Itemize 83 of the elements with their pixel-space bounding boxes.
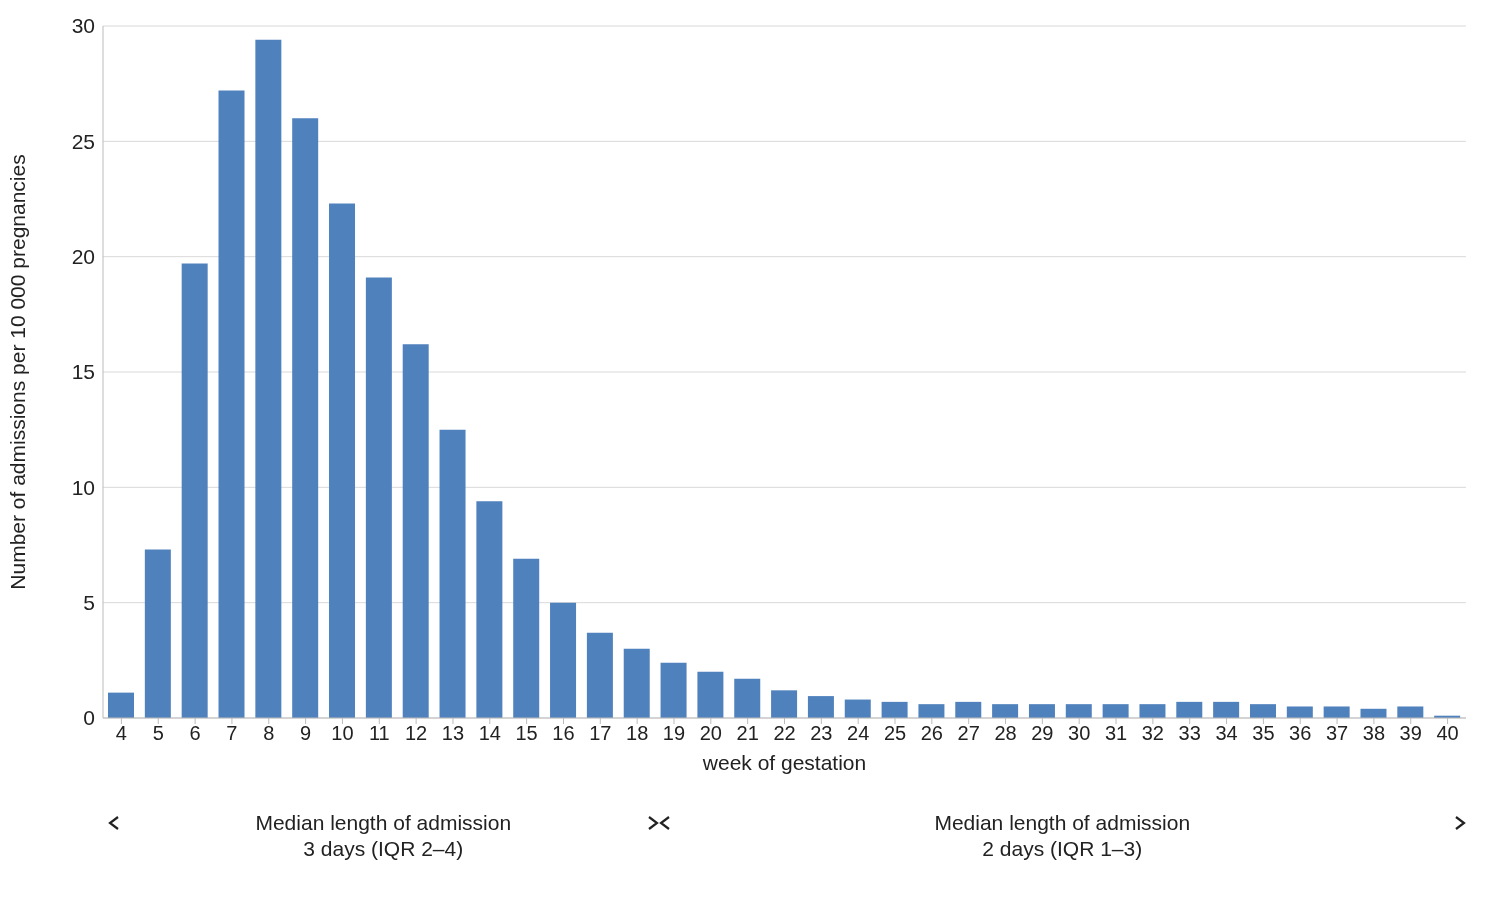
x-tick-label: 16 — [552, 722, 575, 745]
x-tick-label: 40 — [1436, 722, 1459, 745]
y-tick-label: 10 — [71, 475, 95, 499]
x-tick-label: 7 — [226, 722, 238, 745]
y-axis-title: Number of admissions per 10 000 pregnancies — [6, 154, 30, 590]
bar — [955, 701, 982, 718]
bar — [1028, 704, 1055, 718]
bar — [1213, 701, 1240, 718]
bar — [992, 704, 1019, 718]
bar — [402, 344, 429, 718]
x-axis-title: week of gestation — [701, 751, 867, 774]
bar — [586, 632, 613, 718]
x-tick-label: 23 — [810, 722, 833, 745]
y-tick-label: 15 — [71, 360, 95, 384]
bar — [292, 118, 319, 718]
x-tick-label: 37 — [1325, 722, 1349, 745]
x-tick-label: 27 — [957, 722, 980, 745]
x-tick-label: 30 — [1068, 722, 1091, 745]
bar — [144, 549, 171, 718]
x-tick-label: 28 — [994, 722, 1017, 745]
x-tick-label: 26 — [920, 722, 943, 745]
x-tick-label: 39 — [1399, 722, 1422, 745]
x-tick-label: 32 — [1141, 722, 1164, 745]
x-tick-label: 22 — [773, 722, 796, 745]
x-tick-label: 8 — [263, 722, 275, 745]
x-tick-label: 15 — [515, 722, 538, 745]
bar — [1323, 706, 1350, 718]
bar — [881, 701, 908, 718]
x-tick-label: 4 — [115, 722, 127, 745]
x-tick-label: 11 — [368, 722, 390, 745]
bar — [476, 501, 503, 718]
bar — [329, 203, 356, 718]
x-tick-label: 20 — [699, 722, 722, 745]
text: Median length of admission 3 days (IQR 2–4) — [255, 810, 512, 862]
bar — [108, 692, 134, 718]
bar — [255, 39, 282, 718]
bar — [1286, 706, 1313, 718]
x-tick-label: 31 — [1104, 722, 1128, 745]
bar — [918, 704, 945, 718]
bar — [1102, 704, 1129, 718]
bar — [771, 690, 798, 718]
bar — [734, 678, 761, 718]
x-tick-label: 13 — [441, 722, 465, 745]
x-tick-label: 9 — [300, 722, 312, 745]
bar — [844, 699, 871, 718]
bar — [181, 263, 208, 718]
x-tick-label: 38 — [1362, 722, 1386, 745]
bar — [1065, 704, 1092, 718]
x-tick-label: 35 — [1252, 722, 1275, 745]
x-tick-label: 21 — [736, 722, 759, 745]
x-tick-label: 17 — [589, 722, 612, 745]
bar — [513, 558, 540, 718]
bar — [807, 696, 834, 718]
bar — [623, 648, 650, 718]
x-tick-label: 18 — [626, 722, 649, 745]
bar — [218, 90, 245, 718]
bar — [1176, 701, 1203, 718]
x-tick-label: 33 — [1178, 722, 1201, 745]
bar — [550, 602, 577, 718]
bar — [1139, 704, 1166, 718]
x-tick-label: 19 — [662, 722, 686, 745]
y-tick-label: 0 — [83, 706, 95, 730]
bar — [1249, 704, 1276, 718]
x-tick-label: 6 — [189, 722, 201, 745]
x-tick-label: 24 — [847, 722, 870, 745]
x-tick-label: 12 — [405, 722, 428, 745]
text: Median length of admission 2 days (IQR 1–3) — [934, 810, 1191, 862]
bar — [697, 671, 724, 718]
x-tick-label: 10 — [331, 722, 354, 745]
x-tick-label: 14 — [478, 722, 501, 745]
bar — [1397, 706, 1424, 718]
x-tick-label: 29 — [1031, 722, 1054, 745]
x-tick-label: 25 — [883, 722, 907, 745]
y-tick-label: 30 — [71, 14, 95, 38]
x-tick-label: 36 — [1289, 722, 1312, 745]
y-tick-label: 5 — [83, 591, 95, 615]
y-tick-label: 20 — [71, 245, 95, 269]
x-tick-label: 34 — [1215, 722, 1238, 745]
bar — [439, 429, 466, 718]
bar — [365, 277, 392, 718]
bar — [660, 662, 687, 718]
y-tick-label: 25 — [71, 129, 95, 153]
x-tick-label: 5 — [152, 722, 164, 745]
